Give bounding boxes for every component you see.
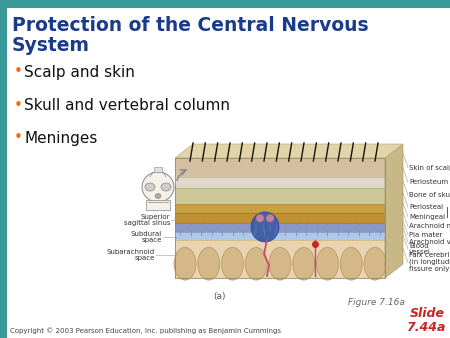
- Bar: [175, 213, 385, 223]
- Ellipse shape: [293, 247, 315, 280]
- Text: Scalp and skin: Scalp and skin: [24, 65, 135, 79]
- Bar: [175, 158, 385, 278]
- Bar: [146, 200, 170, 210]
- Text: Falx cerebri
(in longitudinal
fissure only): Falx cerebri (in longitudinal fissure on…: [409, 252, 450, 272]
- Text: Blood
vessel: Blood vessel: [409, 243, 431, 256]
- Text: (a): (a): [214, 292, 226, 301]
- Text: System: System: [12, 36, 90, 55]
- Bar: [175, 158, 385, 177]
- Text: Subdural
space: Subdural space: [131, 231, 162, 243]
- Text: •: •: [14, 97, 23, 113]
- Ellipse shape: [251, 212, 279, 242]
- Ellipse shape: [155, 193, 161, 198]
- Text: Pia mater: Pia mater: [409, 232, 442, 238]
- Bar: [154, 167, 162, 172]
- Ellipse shape: [364, 247, 386, 280]
- Bar: [0, 0, 7, 338]
- Ellipse shape: [340, 247, 362, 280]
- Polygon shape: [385, 144, 403, 278]
- Bar: [175, 177, 385, 188]
- Text: Subarachnoid
space: Subarachnoid space: [107, 249, 155, 261]
- Text: •: •: [14, 65, 23, 79]
- Text: Figure 7.16a: Figure 7.16a: [348, 298, 405, 307]
- Ellipse shape: [145, 183, 155, 191]
- Text: Periosteal: Periosteal: [409, 204, 443, 210]
- Polygon shape: [175, 144, 403, 158]
- Text: Periosteum: Periosteum: [409, 179, 448, 185]
- Ellipse shape: [245, 247, 267, 280]
- Ellipse shape: [256, 214, 264, 222]
- Bar: [175, 240, 385, 278]
- Text: Dura
mater: Dura mater: [449, 206, 450, 218]
- Text: Superior
sagittal sinus: Superior sagittal sinus: [123, 214, 170, 226]
- Ellipse shape: [198, 247, 220, 280]
- Text: Arachnoid mater: Arachnoid mater: [409, 223, 450, 230]
- Text: Slide
7.44a: Slide 7.44a: [405, 307, 445, 334]
- Text: •: •: [14, 130, 23, 145]
- Text: Bone of skull: Bone of skull: [409, 192, 450, 198]
- Bar: [0, 0, 450, 8]
- Bar: [175, 203, 385, 213]
- Text: Skull and vertebral column: Skull and vertebral column: [24, 97, 230, 113]
- Bar: [175, 233, 385, 240]
- Text: Skin of scalp: Skin of scalp: [409, 165, 450, 171]
- Text: Meninges: Meninges: [24, 130, 97, 145]
- Text: Meningeal: Meningeal: [409, 214, 445, 220]
- Ellipse shape: [161, 183, 171, 191]
- Bar: [175, 240, 385, 278]
- Ellipse shape: [269, 247, 291, 280]
- Ellipse shape: [142, 172, 174, 202]
- Ellipse shape: [174, 247, 196, 280]
- Text: Arachnoid villus: Arachnoid villus: [409, 239, 450, 245]
- Ellipse shape: [266, 214, 274, 222]
- Bar: [175, 188, 385, 203]
- Ellipse shape: [221, 247, 243, 280]
- Text: Protection of the Central Nervous: Protection of the Central Nervous: [12, 16, 369, 35]
- Ellipse shape: [316, 247, 338, 280]
- Bar: [175, 223, 385, 233]
- Text: Copyright © 2003 Pearson Education, Inc. publishing as Benjamin Cummings: Copyright © 2003 Pearson Education, Inc.…: [10, 327, 281, 334]
